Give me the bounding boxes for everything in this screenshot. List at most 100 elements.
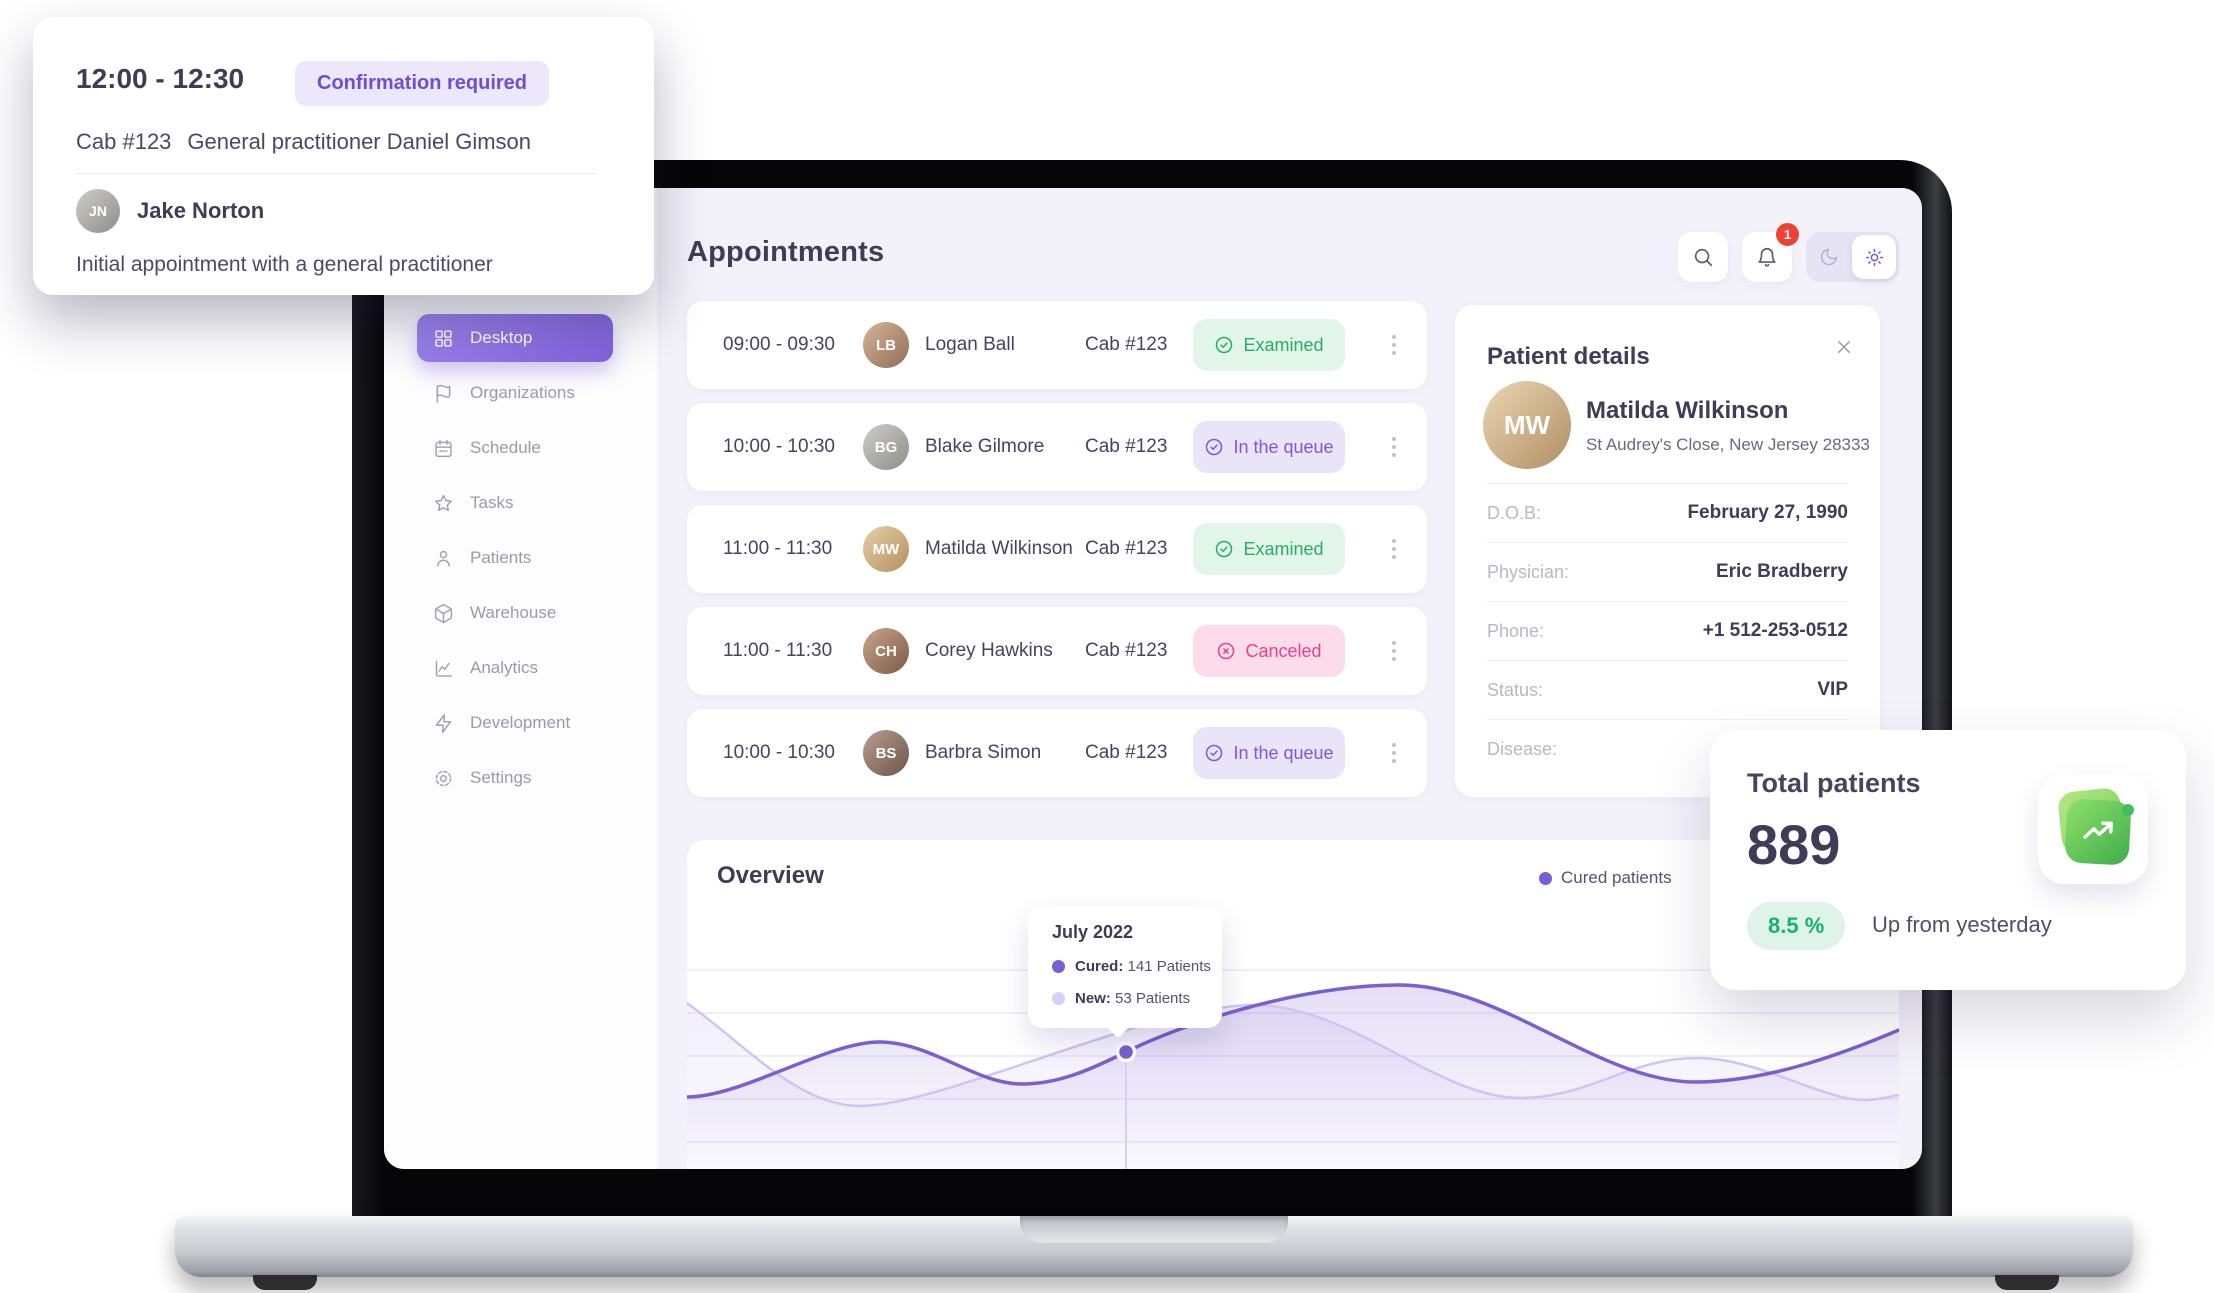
patient-row: JN Jake Norton xyxy=(76,189,264,233)
avatar: MW xyxy=(863,526,909,572)
search-icon xyxy=(1694,248,1713,267)
cab-number: Cab #123 xyxy=(1085,538,1168,559)
search-button[interactable] xyxy=(1678,232,1728,282)
theme-toggle[interactable] xyxy=(1806,232,1899,282)
appointment-time: 12:00 - 12:30 xyxy=(76,63,245,94)
sidebar-item-label: Analytics xyxy=(470,658,539,677)
cab-number: Cab #123 xyxy=(1085,640,1168,661)
notification-badge: 1 xyxy=(1776,223,1799,246)
status-label: Examined xyxy=(1243,538,1324,559)
avatar: BG xyxy=(863,424,909,470)
sidebar-item-desktop[interactable]: Desktop xyxy=(417,314,613,362)
dark-mode-option[interactable] xyxy=(1806,247,1852,267)
appointments-list: 09:00 - 09:30 LB Logan Ball Cab #123 Exa… xyxy=(687,301,1427,811)
appointment-row[interactable]: 11:00 - 11:30 CH Corey Hawkins Cab #123 … xyxy=(687,607,1427,695)
sidebar-nav: Desktop Organizations Schedule Tasks Pat… xyxy=(417,314,613,802)
status-badge: Examined xyxy=(1193,523,1345,575)
status-badge: Canceled xyxy=(1193,625,1345,677)
chart-marker[interactable] xyxy=(1115,1041,1137,1063)
sidebar-item-label: Warehouse xyxy=(470,603,557,622)
status-dot xyxy=(2122,804,2134,816)
app-window: Desktop Organizations Schedule Tasks Pat… xyxy=(384,188,1922,1169)
legend-dot xyxy=(1539,871,1552,885)
avatar: JN xyxy=(76,189,120,233)
patient-name: Matilda Wilkinson xyxy=(1586,397,1789,424)
field-label: Disease: xyxy=(1487,738,1558,759)
field-label: Physician: xyxy=(1487,561,1570,582)
chart-icon xyxy=(435,660,453,677)
bell-icon xyxy=(1758,248,1776,267)
row-menu-button[interactable] xyxy=(1383,335,1405,355)
status-label: Examined xyxy=(1243,334,1324,355)
appointment-time: 11:00 - 11:30 xyxy=(723,538,833,559)
sidebar-item-label: Patients xyxy=(470,548,532,567)
patient-name: Blake Gilmore xyxy=(925,436,1045,457)
total-patients-title: Total patients xyxy=(1747,768,1921,798)
patient-info-row: Status: VIP xyxy=(1487,660,1848,719)
light-mode-option[interactable] xyxy=(1852,235,1896,279)
sidebar-item-schedule[interactable]: Schedule xyxy=(417,424,613,472)
sidebar-item-label: Development xyxy=(470,713,571,732)
close-button[interactable] xyxy=(1830,333,1858,361)
sidebar-item-label: Schedule xyxy=(470,438,541,457)
row-menu-button[interactable] xyxy=(1383,437,1405,457)
gear-icon xyxy=(435,770,452,786)
field-label: Status: xyxy=(1487,679,1544,700)
avatar: LB xyxy=(863,322,909,368)
row-menu-button[interactable] xyxy=(1383,539,1405,559)
close-icon xyxy=(1838,341,1850,353)
patient-info-row: Disease: xyxy=(1487,719,1848,778)
check-circle-icon xyxy=(1206,744,1223,762)
sidebar-item-warehouse[interactable]: Warehouse xyxy=(417,589,613,637)
appointment-popup-card: 12:00 - 12:30 Confirmation required Cab … xyxy=(33,17,654,295)
total-patients-value: 889 xyxy=(1747,813,1841,876)
status-badge: In the queue xyxy=(1193,727,1345,779)
lightning-icon xyxy=(435,713,452,733)
row-menu-button[interactable] xyxy=(1383,641,1405,661)
sidebar-item-settings[interactable]: Settings xyxy=(417,754,613,802)
status-label: In the queue xyxy=(1233,742,1334,763)
avatar: BS xyxy=(863,730,909,776)
row-menu-button[interactable] xyxy=(1383,743,1405,763)
appointment-row[interactable]: 09:00 - 09:30 LB Logan Ball Cab #123 Exa… xyxy=(687,301,1427,389)
star-icon xyxy=(435,494,452,511)
sidebar-item-label: Tasks xyxy=(470,493,514,512)
appointment-time: 11:00 - 11:30 xyxy=(723,640,833,661)
legend-label: Cured patients xyxy=(1561,868,1672,887)
overview-card: Overview Cured patients xyxy=(687,840,1899,1169)
sidebar-item-organizations[interactable]: Organizations xyxy=(417,369,613,417)
patient-details-card: Patient details MW Matilda Wilkinson St … xyxy=(1455,305,1880,797)
avatar: CH xyxy=(863,628,909,674)
patient-info-row: D.O.B: February 27, 1990 xyxy=(1487,483,1848,542)
appointment-location: Cab #123 General practitioner Daniel Gims… xyxy=(76,129,531,155)
total-patients-card: Total patients 889 8.5 % Up from yesterd… xyxy=(1710,730,2186,990)
patient-name: Corey Hawkins xyxy=(925,640,1053,661)
cab-number: Cab #123 xyxy=(76,129,172,154)
cured-dot xyxy=(1052,960,1065,973)
sidebar-item-analytics[interactable]: Analytics xyxy=(417,644,613,692)
moon-icon xyxy=(1820,248,1838,266)
sidebar-item-label: Organizations xyxy=(470,383,575,402)
patient-details-title: Patient details xyxy=(1487,343,1650,370)
check-circle-icon xyxy=(1206,438,1223,456)
patient-name: Matilda Wilkinson xyxy=(925,538,1073,559)
tooltip-row: New: 53 Patients xyxy=(1052,990,1190,1007)
sidebar-item-development[interactable]: Development xyxy=(417,699,613,747)
sun-icon xyxy=(1865,248,1883,266)
appointment-row[interactable]: 10:00 - 10:30 BG Blake Gilmore Cab #123 … xyxy=(687,403,1427,491)
cab-number: Cab #123 xyxy=(1085,436,1168,457)
cab-number: Cab #123 xyxy=(1085,334,1168,355)
grid-icon xyxy=(435,329,452,347)
sidebar-item-tasks[interactable]: Tasks xyxy=(417,479,613,527)
appointment-row[interactable]: 11:00 - 11:30 MW Matilda Wilkinson Cab #… xyxy=(687,505,1427,593)
check-circle-icon xyxy=(1216,540,1233,558)
sidebar-item-patients[interactable]: Patients xyxy=(417,534,613,582)
status-badge: In the queue xyxy=(1193,421,1345,473)
patient-name: Barbra Simon xyxy=(925,742,1042,763)
sidebar-item-label: Desktop xyxy=(470,328,533,347)
x-circle-icon xyxy=(1218,642,1235,660)
delta-badge: 8.5 % xyxy=(1747,902,1846,950)
appointment-row[interactable]: 10:00 - 10:30 BS Barbra Simon Cab #123 I… xyxy=(687,709,1427,797)
cured-series-area xyxy=(687,985,1899,1169)
notifications-button[interactable]: 1 xyxy=(1742,223,1799,282)
